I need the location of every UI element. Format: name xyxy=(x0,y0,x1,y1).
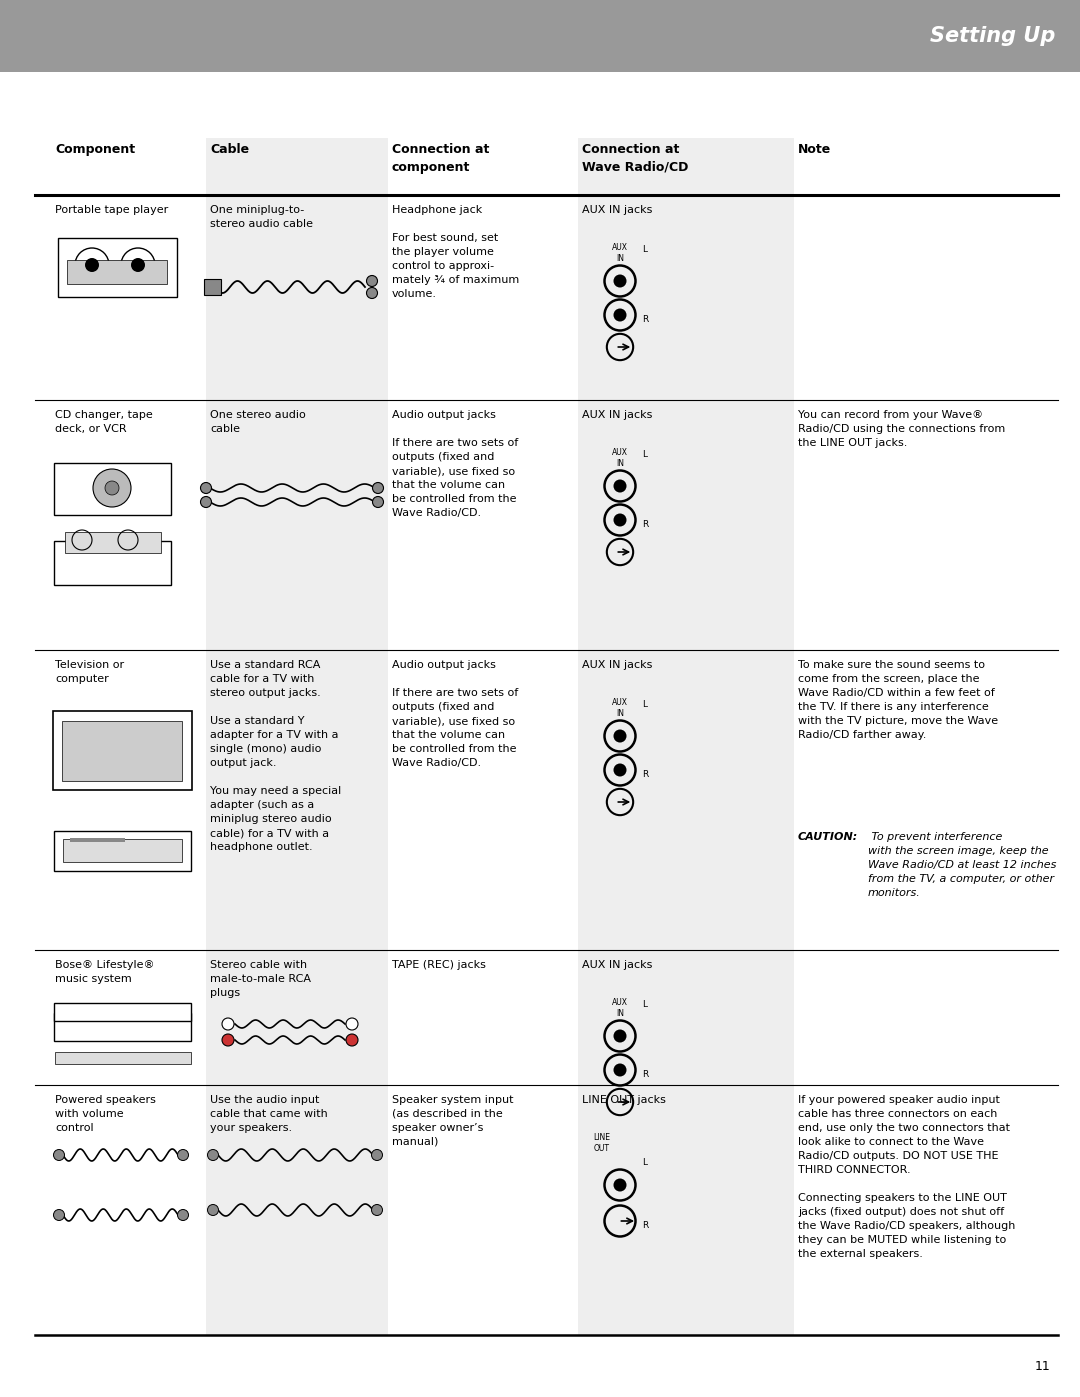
Text: AUX
IN: AUX IN xyxy=(612,243,627,263)
Text: AUX IN jacks: AUX IN jacks xyxy=(582,659,652,671)
Text: Television or
computer: Television or computer xyxy=(55,659,124,685)
FancyBboxPatch shape xyxy=(54,1013,191,1041)
Text: AUX
IN: AUX IN xyxy=(612,698,627,718)
Text: Stereo cable with
male-to-male RCA
plugs: Stereo cable with male-to-male RCA plugs xyxy=(210,960,311,997)
Circle shape xyxy=(613,274,626,288)
Circle shape xyxy=(613,764,626,777)
Text: Headphone jack

For best sound, set
the player volume
control to approxi-
mately: Headphone jack For best sound, set the p… xyxy=(392,205,519,299)
Text: L: L xyxy=(642,1000,647,1009)
Text: Connection at
Wave Radio/CD: Connection at Wave Radio/CD xyxy=(582,142,688,175)
Circle shape xyxy=(372,1204,382,1215)
Text: Audio output jacks

If there are two sets of
outputs (fixed and
variable), use f: Audio output jacks If there are two sets… xyxy=(392,409,518,518)
Circle shape xyxy=(177,1150,189,1161)
Circle shape xyxy=(177,1210,189,1221)
Text: Component: Component xyxy=(55,142,135,156)
Bar xyxy=(578,138,794,1336)
Circle shape xyxy=(201,482,212,493)
Circle shape xyxy=(201,496,212,507)
Text: L: L xyxy=(642,1158,647,1166)
Text: Speaker system input
(as described in the
speaker owner’s
manual): Speaker system input (as described in th… xyxy=(392,1095,513,1147)
Circle shape xyxy=(613,479,626,493)
Text: R: R xyxy=(642,770,648,780)
FancyBboxPatch shape xyxy=(67,260,167,284)
Text: AUX IN jacks: AUX IN jacks xyxy=(582,960,652,970)
FancyBboxPatch shape xyxy=(54,831,191,870)
Text: Powered speakers
with volume
control: Powered speakers with volume control xyxy=(55,1095,156,1133)
FancyBboxPatch shape xyxy=(58,237,177,298)
Circle shape xyxy=(207,1150,218,1161)
Text: Setting Up: Setting Up xyxy=(930,27,1055,46)
Text: LINE
OUT: LINE OUT xyxy=(594,1133,610,1153)
Text: 11: 11 xyxy=(1035,1361,1050,1373)
Text: AUX IN jacks: AUX IN jacks xyxy=(582,205,652,215)
Circle shape xyxy=(54,1150,65,1161)
Bar xyxy=(0,0,1080,73)
Text: AUX
IN: AUX IN xyxy=(612,448,627,468)
Text: L: L xyxy=(642,700,647,710)
Text: CAUTION:: CAUTION: xyxy=(798,833,859,842)
FancyBboxPatch shape xyxy=(54,541,171,585)
Circle shape xyxy=(346,1018,357,1030)
Text: R: R xyxy=(642,314,648,324)
Text: AUX
IN: AUX IN xyxy=(612,997,627,1018)
Circle shape xyxy=(105,481,119,495)
FancyBboxPatch shape xyxy=(54,1052,190,1065)
Text: TAPE (REC) jacks: TAPE (REC) jacks xyxy=(392,960,486,970)
Text: Audio output jacks

If there are two sets of
outputs (fixed and
variable), use f: Audio output jacks If there are two sets… xyxy=(392,659,518,768)
Circle shape xyxy=(346,1034,357,1046)
Text: To prevent interference
with the screen image, keep the
Wave Radio/CD at least 1: To prevent interference with the screen … xyxy=(868,833,1056,898)
Text: Use the audio input
cable that came with
your speakers.: Use the audio input cable that came with… xyxy=(210,1095,327,1133)
Text: Use a standard RCA
cable for a TV with
stereo output jacks.

Use a standard Y
ad: Use a standard RCA cable for a TV with s… xyxy=(210,659,341,852)
Text: L: L xyxy=(642,244,647,254)
Bar xyxy=(70,838,125,842)
Text: CD changer, tape
deck, or VCR: CD changer, tape deck, or VCR xyxy=(55,409,152,434)
Circle shape xyxy=(366,275,378,286)
Circle shape xyxy=(366,288,378,299)
Circle shape xyxy=(207,1204,218,1215)
Text: Note: Note xyxy=(798,142,832,156)
Circle shape xyxy=(373,482,383,493)
FancyBboxPatch shape xyxy=(54,462,171,515)
FancyBboxPatch shape xyxy=(204,279,221,295)
Text: Cable: Cable xyxy=(210,142,249,156)
Circle shape xyxy=(613,1179,626,1192)
Text: One miniplug-to-
stereo audio cable: One miniplug-to- stereo audio cable xyxy=(210,205,313,229)
Bar xyxy=(206,138,388,1336)
Text: You can record from your Wave®
Radio/CD using the connections from
the LINE OUT : You can record from your Wave® Radio/CD … xyxy=(798,409,1005,448)
Text: Connection at
component: Connection at component xyxy=(392,142,489,175)
Text: L: L xyxy=(642,450,647,460)
Circle shape xyxy=(372,1150,382,1161)
Circle shape xyxy=(54,1210,65,1221)
Text: Portable tape player: Portable tape player xyxy=(55,205,168,215)
Circle shape xyxy=(222,1034,234,1046)
Circle shape xyxy=(613,1063,626,1077)
Text: Bose® Lifestyle®
music system: Bose® Lifestyle® music system xyxy=(55,960,154,983)
Circle shape xyxy=(613,309,626,321)
Text: LINE OUT jacks: LINE OUT jacks xyxy=(582,1095,666,1105)
FancyBboxPatch shape xyxy=(65,531,161,552)
Circle shape xyxy=(93,469,131,507)
Circle shape xyxy=(222,1018,234,1030)
Text: R: R xyxy=(642,520,648,529)
Circle shape xyxy=(613,514,626,527)
Circle shape xyxy=(613,1030,626,1042)
FancyBboxPatch shape xyxy=(63,840,181,862)
Text: R: R xyxy=(642,1070,648,1078)
Text: One stereo audio
cable: One stereo audio cable xyxy=(210,409,306,434)
Text: To make sure the sound seems to
come from the screen, place the
Wave Radio/CD wi: To make sure the sound seems to come fro… xyxy=(798,659,998,740)
FancyBboxPatch shape xyxy=(62,721,183,781)
FancyBboxPatch shape xyxy=(53,711,192,789)
Circle shape xyxy=(85,258,99,272)
Text: AUX IN jacks: AUX IN jacks xyxy=(582,409,652,420)
Text: R: R xyxy=(642,1221,648,1229)
Circle shape xyxy=(373,496,383,507)
Circle shape xyxy=(613,729,626,743)
Text: If your powered speaker audio input
cable has three connectors on each
end, use : If your powered speaker audio input cabl… xyxy=(798,1095,1015,1259)
FancyBboxPatch shape xyxy=(54,1003,191,1021)
Circle shape xyxy=(131,258,145,272)
